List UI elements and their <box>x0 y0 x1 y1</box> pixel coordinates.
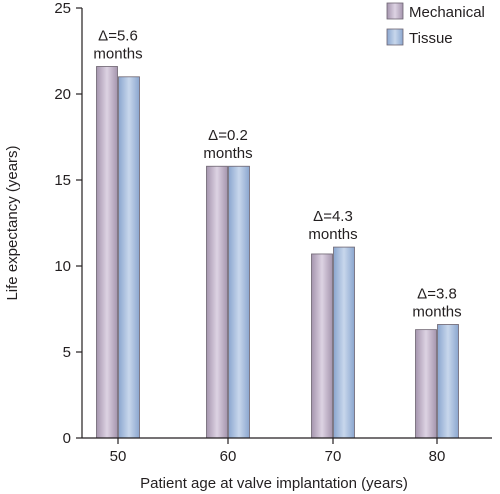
annotation-80-line-1: Δ=3.8 <box>417 285 457 302</box>
y-tick-label-10: 10 <box>54 258 71 275</box>
legend-label-mechanical: Mechanical <box>409 4 485 21</box>
legend-swatch-tissue <box>386 28 404 46</box>
annotation-80-line-2: months <box>412 303 461 320</box>
annotation-50-line-1: Δ=5.6 <box>98 27 138 44</box>
bar-mechanical-50 <box>96 66 118 439</box>
bar-mechanical-80 <box>415 329 437 439</box>
legend-swatch-mechanical <box>386 2 404 20</box>
x-tick-label-70: 70 <box>325 448 342 465</box>
legend-label-tissue: Tissue <box>409 30 453 47</box>
x-tick-label-50: 50 <box>110 448 127 465</box>
y-tick-label-20: 20 <box>54 86 71 103</box>
bars-group <box>96 66 459 439</box>
bar-mechanical-60 <box>206 165 228 439</box>
x-ticks-group: 50 60 70 80 <box>110 438 446 465</box>
x-tick-label-80: 80 <box>429 448 446 465</box>
y-ticks-group: 0 5 10 15 20 25 <box>54 0 82 447</box>
y-tick-label-25: 25 <box>54 0 71 17</box>
x-axis-title: Patient age at valve implantation (years… <box>140 475 408 492</box>
bar-tissue-70 <box>333 246 355 439</box>
annotation-70-line-1: Δ=4.3 <box>313 208 353 225</box>
annotation-50-line-2: months <box>93 45 142 62</box>
y-tick-label-0: 0 <box>63 430 71 447</box>
legend: Mechanical Tissue <box>386 2 485 47</box>
axes-group <box>81 8 492 439</box>
y-tick-label-15: 15 <box>54 172 71 189</box>
y-axis-title: Life expectancy (years) <box>4 145 21 300</box>
annotation-70-line-2: months <box>308 226 357 243</box>
annotation-60-line-1: Δ=0.2 <box>208 127 248 144</box>
annotation-60-line-2: months <box>203 145 252 162</box>
bar-mechanical-70 <box>311 253 333 439</box>
x-tick-label-60: 60 <box>220 448 237 465</box>
y-tick-label-5: 5 <box>63 344 71 361</box>
bar-tissue-50 <box>118 76 140 439</box>
annotations-group: Δ=5.6monthsΔ=0.2monthsΔ=4.3monthsΔ=3.8mo… <box>93 27 461 320</box>
bar-tissue-80 <box>437 324 459 439</box>
bar-tissue-60 <box>228 165 250 439</box>
